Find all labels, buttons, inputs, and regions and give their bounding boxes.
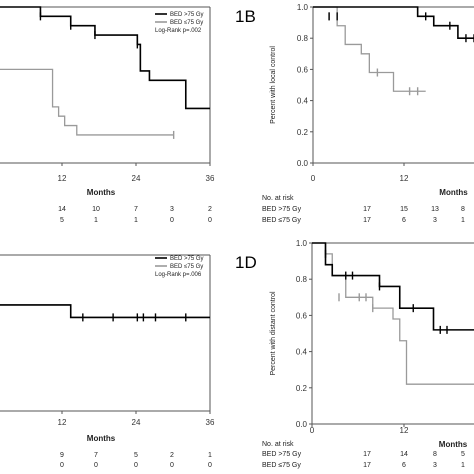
y-tick-label: 0.2 (297, 128, 309, 137)
y-tick-label: 0.8 (296, 275, 308, 284)
risk-value: 7 (94, 452, 98, 459)
risk-value: 17 (363, 451, 371, 458)
risk-value: 17 (363, 217, 371, 224)
risk-value: 3 (433, 217, 437, 224)
risk-value: 8 (433, 451, 437, 458)
risk-value: 0 (134, 462, 138, 469)
legend-pvalue: Log-Rank p=.006 (155, 272, 202, 278)
y-tick-label: 0.8 (297, 34, 309, 43)
risk-value: 6 (402, 217, 406, 224)
risk-value: 14 (58, 206, 66, 213)
risk-value: 1 (461, 217, 465, 224)
survival-curve-low-bed (0, 304, 210, 319)
risk-value: 5 (60, 217, 64, 224)
risk-value: 0 (170, 217, 174, 224)
risk-row-label: BED >75 Gy (262, 206, 302, 213)
x-tick-label: 0 (311, 174, 316, 183)
risk-value: 2 (208, 206, 212, 213)
x-axis-label: Months (439, 440, 468, 449)
x-tick-label: 12 (400, 174, 409, 183)
risk-value: 0 (170, 462, 174, 469)
risk-value: 6 (402, 462, 406, 469)
legend-entry: BED ≤75 Gy (170, 20, 203, 26)
y-axis-label: Percent with distant control (270, 291, 277, 375)
risk-value: 10 (92, 206, 100, 213)
y-tick-label: 1.0 (297, 3, 309, 12)
risk-value: 13 (431, 206, 439, 213)
risk-value: 14 (400, 451, 408, 458)
y-tick-label: 0.4 (296, 348, 308, 357)
legend-entry: BED >75 Gy (170, 12, 204, 18)
risk-row-label: BED ≤75 Gy (262, 217, 301, 224)
x-tick-label: 12 (58, 418, 67, 427)
y-tick-label: 0.0 (297, 159, 309, 168)
x-tick-label: 24 (132, 174, 141, 183)
x-axis-label: Months (87, 188, 116, 197)
x-tick-label: 36 (206, 418, 215, 427)
survival-curve-low-bed (313, 6, 426, 92)
risk-value: 5 (134, 452, 138, 459)
risk-value: 17 (363, 206, 371, 213)
risk-value: 8 (461, 206, 465, 213)
panel-label: 1B (235, 7, 256, 26)
risk-table-header: No. at risk (262, 195, 294, 202)
risk-row-label: BED ≤75 Gy (262, 462, 301, 469)
risk-value: 0 (60, 462, 64, 469)
x-axis-label: Months (87, 434, 116, 443)
risk-table-header: No. at risk (262, 441, 294, 448)
risk-value: 9 (60, 452, 64, 459)
km-panel-4: 0 12 Months 0.0 0.2 0.4 0.6 0.8 1.0 Percent with … (235, 239, 474, 469)
risk-value: 5 (461, 451, 465, 458)
x-tick-label: 12 (400, 426, 409, 435)
survival-curve-low-bed (312, 242, 474, 385)
risk-value: 7 (134, 206, 138, 213)
risk-value: 1 (134, 217, 138, 224)
x-tick-label: 36 (206, 174, 215, 183)
panel-label: 1D (235, 253, 257, 272)
x-axis-label: Months (439, 188, 468, 197)
survival-curve-high-bed (0, 304, 210, 319)
risk-value: 1 (208, 452, 212, 459)
survival-curve-low-bed (0, 68, 174, 136)
y-tick-label: 0.0 (296, 420, 308, 429)
y-tick-label: 0.4 (297, 97, 309, 106)
risk-value: 0 (94, 462, 98, 469)
risk-row-label: BED >75 Gy (262, 451, 302, 458)
legend-entry: BED ≤75 Gy (170, 264, 203, 270)
risk-value: 3 (433, 462, 437, 469)
y-tick-label: 0.6 (296, 311, 308, 320)
km-panel-2: 0 12 Months 0.0 0.2 0.4 0.6 0.8 1.0 Percent with … (235, 3, 474, 224)
legend-entry: BED >75 Gy (170, 256, 204, 262)
risk-value: 17 (363, 462, 371, 469)
y-tick-label: 0.6 (297, 65, 309, 74)
survival-curve-high-bed (0, 6, 210, 110)
survival-curve-high-bed (313, 6, 474, 39)
risk-value: 0 (208, 462, 212, 469)
legend-pvalue: Log-Rank p=.002 (155, 28, 202, 34)
risk-value: 1 (461, 462, 465, 469)
risk-value: 0 (208, 217, 212, 224)
risk-value: 2 (170, 452, 174, 459)
x-tick-label: 0 (310, 426, 315, 435)
y-tick-label: 0.2 (296, 384, 308, 393)
x-tick-label: 12 (58, 174, 67, 183)
y-axis-label: Percent with local control (270, 46, 277, 124)
risk-value: 3 (170, 206, 174, 213)
x-tick-label: 24 (132, 418, 141, 427)
risk-value: 1 (94, 217, 98, 224)
survival-curve-high-bed (312, 242, 474, 331)
y-tick-label: 1.0 (296, 239, 308, 248)
risk-value: 15 (400, 206, 408, 213)
